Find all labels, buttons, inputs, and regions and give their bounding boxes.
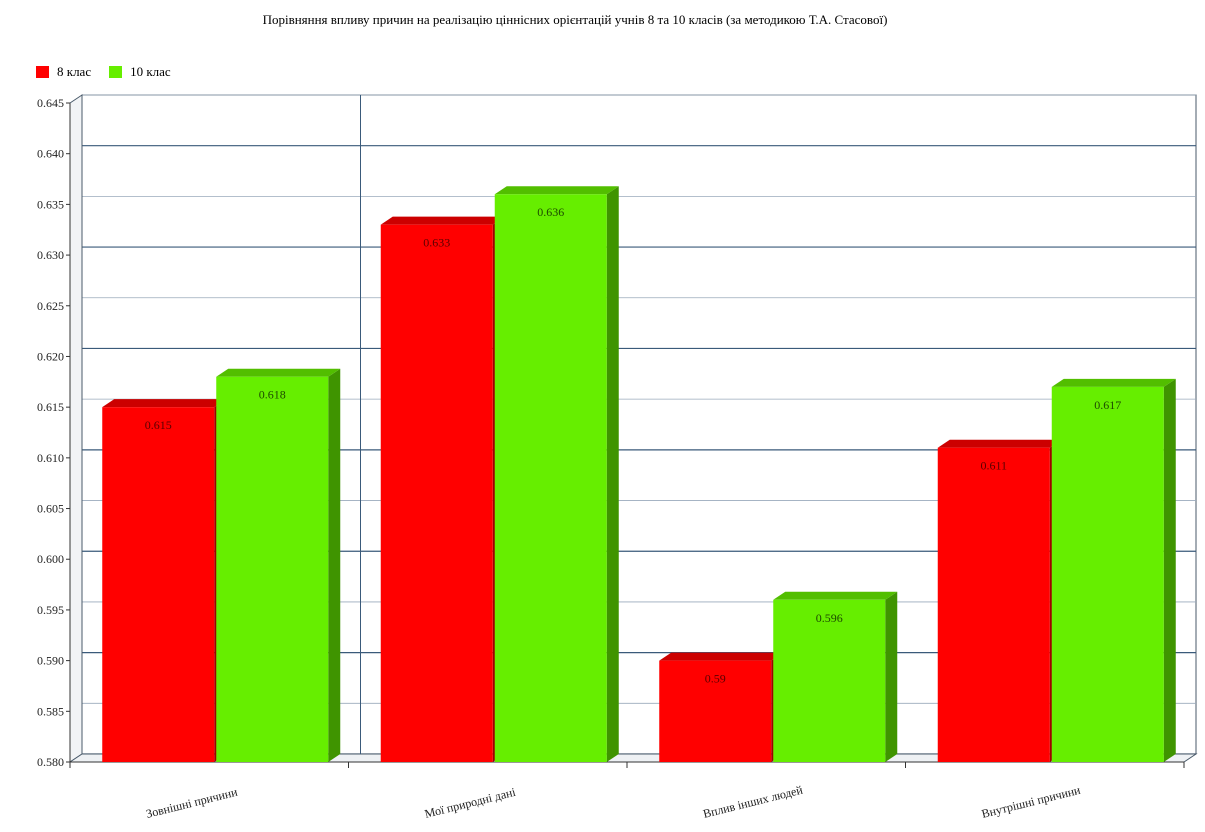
- x-tick-label: Внутрішні причини: [980, 783, 1082, 821]
- y-tick-label: 0.590: [37, 654, 64, 668]
- bar-8-class: [380, 224, 493, 762]
- bar-side: [328, 368, 341, 762]
- bar-value-label: 0.615: [145, 418, 172, 432]
- y-tick-label: 0.630: [37, 248, 64, 262]
- bar-10-class: [494, 194, 607, 762]
- y-tick-label: 0.605: [37, 502, 64, 516]
- x-tick-label: Мої природні дані: [423, 785, 518, 821]
- x-tick-label: Вплив інших людей: [702, 782, 805, 820]
- bar-8-class: [659, 660, 772, 762]
- bar-side: [885, 591, 898, 762]
- y-tick-label: 0.585: [37, 704, 64, 718]
- bar-top: [380, 216, 505, 225]
- bar-value-label: 0.633: [423, 236, 450, 250]
- bar-10-class: [773, 599, 886, 762]
- bar-top: [659, 652, 784, 661]
- legend-swatch-8-class: [36, 66, 49, 78]
- legend-label-8-class: 8 клас: [57, 64, 92, 79]
- bar-top: [102, 399, 227, 408]
- y-tick-label: 0.580: [37, 755, 64, 769]
- bar-top: [494, 186, 619, 195]
- bar-side: [606, 186, 619, 762]
- y-tick-label: 0.620: [37, 349, 64, 363]
- y-tick-label: 0.595: [37, 603, 64, 617]
- bar-10-class: [216, 376, 329, 762]
- y-tick-label: 0.625: [37, 299, 64, 313]
- chart-title: Порівняння впливу причин на реалізацію ц…: [262, 12, 888, 27]
- bar-side: [1163, 378, 1176, 762]
- bar-8-class: [937, 447, 1050, 762]
- y-tick-label: 0.615: [37, 400, 64, 414]
- bar-value-label: 0.617: [1094, 398, 1121, 412]
- legend: 8 клас 10 клас: [36, 64, 171, 80]
- y-tick-label: 0.645: [37, 96, 64, 110]
- legend-swatch-10-class: [109, 66, 123, 78]
- bar-value-label: 0.596: [816, 611, 843, 625]
- y-tick-label: 0.640: [37, 147, 64, 161]
- bar-top: [216, 368, 341, 377]
- plot-left-wall: [69, 94, 83, 763]
- bar-value-label: 0.636: [537, 205, 564, 219]
- bar-top: [773, 591, 898, 600]
- legend-label-10-class: 10 клас: [130, 64, 171, 79]
- y-tick-label: 0.610: [37, 451, 64, 465]
- bar-10-class: [1051, 386, 1164, 762]
- bar-value-label: 0.611: [980, 459, 1007, 473]
- bar-top: [1051, 378, 1176, 387]
- bar-value-label: 0.618: [259, 388, 286, 402]
- legend-item-8-class: 8 клас: [36, 64, 91, 80]
- x-tick-label: Зовнішні причини: [145, 785, 240, 821]
- y-tick-label: 0.600: [37, 552, 64, 566]
- bar-value-label: 0.59: [705, 672, 726, 686]
- y-tick-label: 0.635: [37, 197, 64, 211]
- bar-top: [937, 439, 1062, 448]
- bar-8-class: [102, 407, 215, 762]
- legend-item-10-class: 10 клас: [109, 64, 171, 80]
